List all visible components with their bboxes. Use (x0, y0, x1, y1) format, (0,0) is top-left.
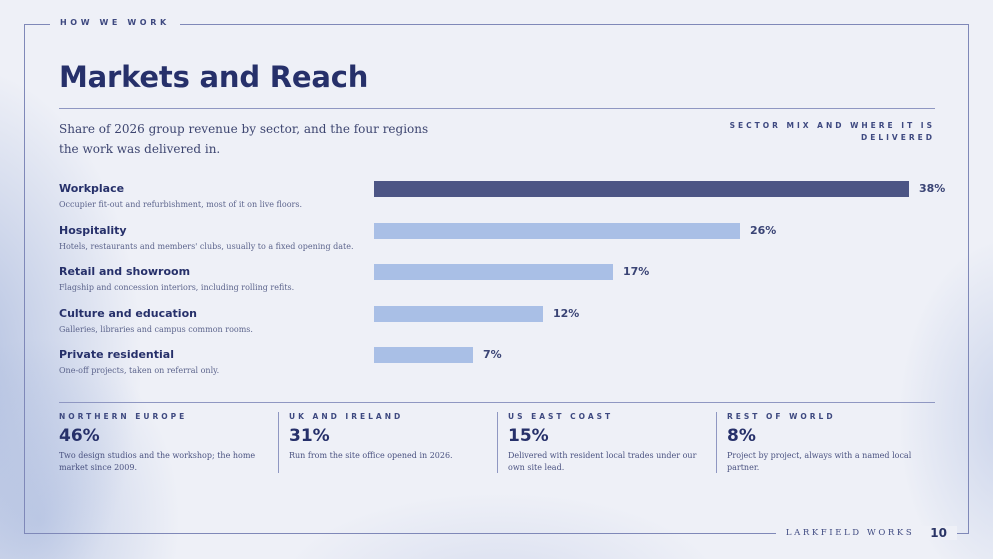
region-name: REST OF WORLD (727, 412, 836, 421)
region-share: 46% (59, 426, 100, 446)
region-note: Two design studios and the workshop; the… (59, 451, 256, 472)
regions-row: NORTHERN EUROPE 46% Two design studios a… (59, 412, 935, 473)
category-note: Occupier fit-out and refurbishment, most… (59, 200, 302, 209)
brand-name: LARKFIELD WORKS (785, 528, 915, 538)
region-note: Project by project, always with a named … (727, 451, 912, 472)
region-card: US EAST COAST 15% Delivered with residen… (497, 412, 716, 473)
category-label: Hospitality (59, 223, 127, 237)
regions-divider (59, 402, 935, 403)
chart-subtitle: Share of 2026 group revenue by sector, a… (59, 122, 429, 156)
region-note: Delivered with resident local trades und… (508, 451, 697, 472)
region-name: UK AND IRELAND (289, 412, 404, 421)
category-note: Galleries, libraries and campus common r… (59, 324, 253, 334)
region-card: UK AND IRELAND 31% Run from the site off… (278, 412, 497, 473)
title-divider (59, 108, 935, 109)
category-label: Workplace (59, 182, 125, 195)
region-share: 31% (289, 426, 330, 446)
chart-kicker: SECTOR MIX AND WHERE IT IS DELIVERED (729, 121, 935, 142)
bar-value-label: 17% (623, 265, 650, 278)
bar-value-label: 38% (919, 182, 946, 195)
bar-hospitality (374, 222, 740, 239)
slide-title: Markets and Reach (59, 60, 369, 94)
bar-value-label: 7% (483, 348, 502, 361)
category-note: Hotels, restaurants and members' clubs, … (59, 241, 354, 251)
region-name: NORTHERN EUROPE (59, 412, 188, 421)
region-card: REST OF WORLD 8% Project by project, alw… (716, 412, 935, 473)
region-share: 15% (508, 426, 549, 446)
region-note: Run from the site office opened in 2026. (289, 451, 453, 460)
bar-value-label: 26% (750, 223, 777, 237)
slide-footer: LARKFIELD WORKS 10 (775, 526, 957, 540)
category-label: Private residential (59, 348, 174, 361)
bar-value-label: 12% (553, 306, 580, 320)
sector-bar-chart: Workplace Occupier fit-out and refurbishm… (59, 181, 946, 375)
bar-culture-and-education (374, 305, 543, 322)
category-label: Retail and showroom (59, 265, 191, 278)
category-note: Flagship and concession interiors, inclu… (59, 283, 295, 292)
category-label: Culture and education (59, 306, 197, 320)
bar-retail-and-showroom (374, 264, 613, 280)
section-eyebrow: HOW WE WORK (50, 18, 180, 27)
category-note: One-off projects, taken on referral only… (59, 366, 220, 375)
bar-workplace (374, 181, 909, 197)
bar-private-residential (374, 347, 473, 363)
page-number: 10 (930, 526, 947, 540)
region-card: NORTHERN EUROPE 46% Two design studios a… (59, 412, 278, 473)
region-name: US EAST COAST (508, 412, 614, 421)
region-share: 8% (727, 426, 756, 446)
